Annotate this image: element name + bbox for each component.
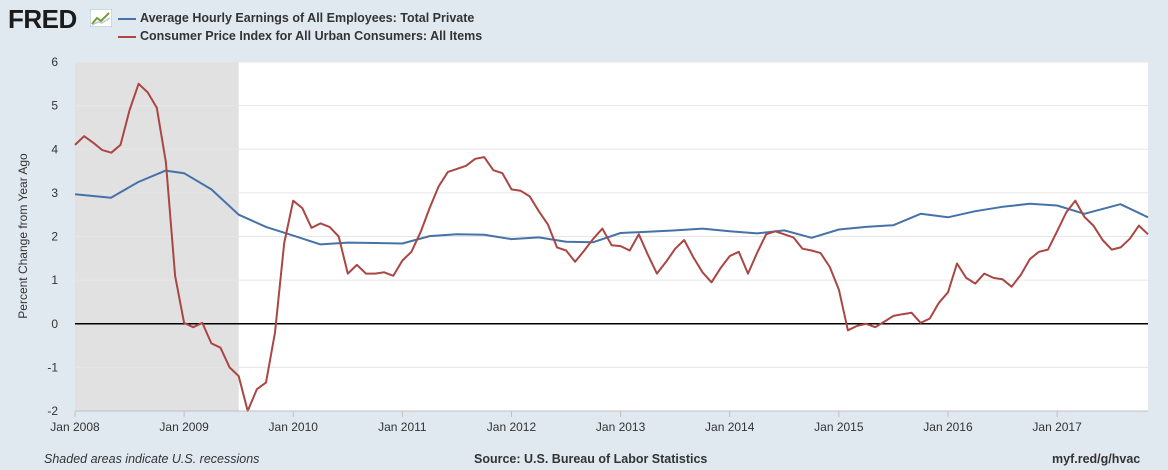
chart-trend-icon	[90, 9, 112, 27]
legend-swatch-earnings	[118, 17, 136, 20]
x-tick-label: Jan 2016	[923, 420, 973, 434]
legend-swatch-cpi	[118, 35, 136, 38]
source-note: Source: U.S. Bureau of Labor Statistics	[474, 452, 708, 466]
x-tick-label: Jan 2010	[269, 420, 319, 434]
x-tick-label: Jan 2015	[814, 420, 864, 434]
legend-label-cpi: Consumer Price Index for All Urban Consu…	[140, 29, 483, 43]
y-tick-label: 1	[51, 273, 58, 287]
fred-logo[interactable]: FRED	[8, 4, 77, 34]
x-tick-label: Jan 2009	[159, 420, 209, 434]
x-tick-label: Jan 2011	[378, 420, 427, 434]
x-tick-label: Jan 2014	[705, 420, 755, 434]
y-tick-label: 4	[51, 142, 58, 156]
y-tick-label: 3	[51, 186, 58, 200]
y-tick-label: -1	[47, 360, 58, 374]
x-tick-label: Jan 2008	[50, 420, 100, 434]
legend-item-earnings[interactable]: Average Hourly Earnings of All Employees…	[118, 11, 474, 25]
recession-note: Shaded areas indicate U.S. recessions	[44, 452, 260, 466]
y-tick-label: -2	[47, 404, 58, 418]
x-tick-label: Jan 2017	[1032, 420, 1082, 434]
y-axis-label: Percent Change from Year Ago	[16, 153, 30, 319]
y-tick-label: 0	[51, 317, 58, 331]
legend-label-earnings: Average Hourly Earnings of All Employees…	[140, 11, 475, 25]
x-tick-label: Jan 2013	[596, 420, 646, 434]
y-tick-label: 2	[51, 230, 58, 244]
short-url[interactable]: myf.red/g/hvac	[1052, 452, 1141, 466]
y-tick-label: 6	[51, 55, 58, 69]
x-tick-label: Jan 2012	[487, 420, 537, 434]
y-tick-label: 5	[51, 99, 58, 113]
series-line-cpi	[74, 82, 1149, 412]
legend-item-cpi[interactable]: Consumer Price Index for All Urban Consu…	[118, 29, 482, 43]
